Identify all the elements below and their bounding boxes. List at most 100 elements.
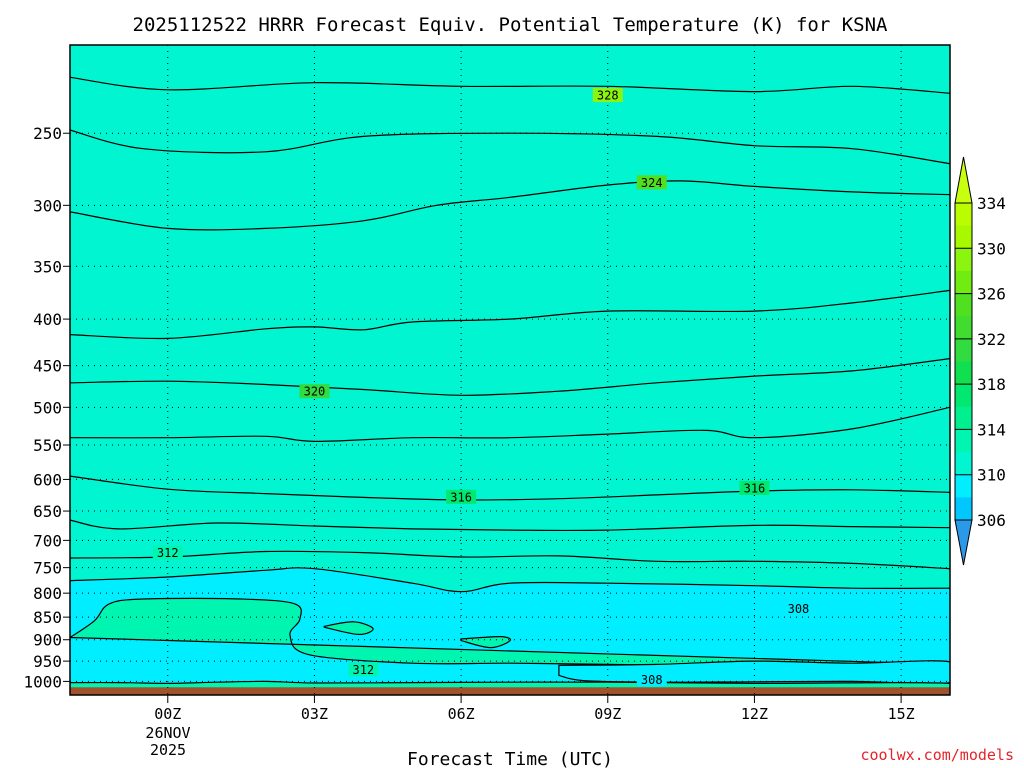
y-tick-label: 650 bbox=[33, 502, 62, 521]
contour-label: 324 bbox=[636, 175, 667, 190]
contour-region-2 bbox=[460, 635, 511, 649]
contour-label-bg bbox=[152, 545, 183, 560]
colorbar-tick-label: 322 bbox=[977, 330, 1006, 349]
x-tick-label: 12Z bbox=[741, 705, 768, 723]
contour-label-text: 308 bbox=[641, 673, 663, 687]
x-tick-label: 06Z bbox=[448, 705, 475, 723]
y-tick-label: 800 bbox=[33, 584, 62, 603]
colorbar-segment bbox=[955, 293, 972, 317]
x-tick-label: 03Z bbox=[301, 705, 328, 723]
contour-label-bg bbox=[592, 88, 623, 103]
colorbar-tick-label: 334 bbox=[977, 194, 1006, 213]
date-label-year: 2025 bbox=[150, 741, 186, 759]
y-tick-label: 850 bbox=[33, 608, 62, 627]
contour-line-324 bbox=[70, 180, 950, 231]
y-tick-label: 300 bbox=[33, 196, 62, 215]
y-tick-label: 750 bbox=[33, 559, 62, 578]
plot-area bbox=[70, 45, 950, 695]
chart-title: 2025112522 HRRR Forecast Equiv. Potentia… bbox=[133, 14, 889, 36]
contour-label: 328 bbox=[592, 88, 623, 103]
contour-label-text: 312 bbox=[157, 546, 179, 560]
colorbar-segment bbox=[955, 497, 972, 521]
y-tick-label: 900 bbox=[33, 631, 62, 650]
contour-line-322 bbox=[70, 289, 950, 340]
y-tick-label: 350 bbox=[33, 257, 62, 276]
x-tick-label: 09Z bbox=[594, 705, 621, 723]
contour-label-text: 316 bbox=[450, 490, 472, 504]
contour-label-bg bbox=[348, 662, 379, 677]
x-axis: 00Z 03Z 06Z 09Z 12Z 15Z bbox=[154, 695, 915, 723]
colorbar-tick-label: 306 bbox=[977, 511, 1006, 530]
colorbar-segment bbox=[955, 452, 972, 476]
contour-label: 316 bbox=[739, 480, 770, 495]
colorbar: 334 330 326 322 318 314 310 306 bbox=[954, 156, 1006, 566]
contour-line-318 bbox=[70, 406, 950, 443]
y-tick-label: 400 bbox=[33, 310, 62, 329]
x-tick-label: 00Z bbox=[154, 705, 181, 723]
x-tick-label: 15Z bbox=[888, 705, 915, 723]
colorbar-segment bbox=[955, 384, 972, 408]
y-axis: 250 300 350 400 450 500 550 600 650 700 750 800 850 9… bbox=[23, 124, 70, 691]
grid-lines bbox=[70, 45, 950, 695]
colorbar-segment bbox=[955, 203, 972, 227]
colorbar-tick-label: 318 bbox=[977, 375, 1006, 394]
contour-label-bg bbox=[739, 480, 770, 495]
colorbar-segment bbox=[955, 270, 972, 295]
y-tick-label: 950 bbox=[33, 652, 62, 671]
contour-line-312 bbox=[70, 550, 950, 570]
colorbar-segment bbox=[955, 361, 972, 385]
colorbar-tick-label: 326 bbox=[977, 285, 1006, 304]
contour-line-326 bbox=[70, 129, 950, 165]
contour-label-bg bbox=[446, 489, 477, 504]
contour-label-text: 316 bbox=[744, 481, 766, 495]
contour-label-text: 328 bbox=[597, 89, 619, 103]
contour-label: 312 bbox=[348, 662, 379, 677]
contour-label-bg bbox=[299, 384, 330, 399]
band-310 bbox=[70, 45, 950, 592]
contour-label-bg bbox=[636, 672, 667, 687]
contour-labels: 328 324 320 316 316 312 308 312 308 bbox=[152, 88, 814, 687]
y-tick-label: 250 bbox=[33, 124, 62, 143]
colorbar-segment bbox=[955, 474, 972, 498]
y-tick-label: 1000 bbox=[23, 672, 62, 691]
contour-line-316 bbox=[70, 475, 950, 501]
colorbar-tick-label: 310 bbox=[977, 466, 1006, 485]
contour-line-328 bbox=[70, 76, 950, 94]
contour-label-text: 312 bbox=[352, 663, 374, 677]
colorbar-segment bbox=[955, 225, 972, 249]
contour-label: 308 bbox=[783, 601, 814, 616]
y-tick-label: 450 bbox=[33, 357, 62, 376]
ground bbox=[70, 687, 950, 695]
contour-label-text: 320 bbox=[304, 385, 326, 399]
y-tick-label: 600 bbox=[33, 470, 62, 489]
y-tick-label: 700 bbox=[33, 531, 62, 550]
contour-label-bg bbox=[636, 175, 667, 190]
contour-line-314 bbox=[70, 519, 950, 532]
colorbar-segment bbox=[955, 406, 972, 430]
colorbar-arrow-bottom bbox=[954, 519, 973, 566]
y-tick-label: 550 bbox=[33, 436, 62, 455]
colorbar-segment bbox=[955, 248, 972, 272]
y-tick-label: 500 bbox=[33, 398, 62, 417]
contour-label: 316 bbox=[446, 489, 477, 504]
contour-label-text: 324 bbox=[641, 176, 663, 190]
contour-line-310 bbox=[70, 567, 950, 593]
colorbar-arrow-top bbox=[954, 156, 973, 204]
colorbar-tick-label: 314 bbox=[977, 420, 1006, 439]
contour-region-1 bbox=[323, 621, 374, 636]
date-label-day: 26NOV bbox=[145, 724, 190, 742]
x-axis-label: Forecast Time (UTC) bbox=[407, 749, 613, 768]
credit-link[interactable]: coolwx.com/models bbox=[860, 746, 1014, 764]
colorbar-segment bbox=[955, 338, 972, 362]
contour-line-320 bbox=[70, 358, 950, 396]
plot-frame bbox=[69, 44, 951, 696]
colorbar-segment bbox=[955, 429, 972, 453]
contour-label-bg bbox=[783, 601, 814, 616]
contour-label: 308 bbox=[636, 672, 667, 687]
contour-label-text: 308 bbox=[788, 602, 810, 616]
colorbar-tick-label: 330 bbox=[977, 239, 1006, 258]
contour-label: 320 bbox=[299, 384, 330, 399]
contour-label: 312 bbox=[152, 545, 183, 560]
colorbar-segment bbox=[955, 316, 972, 340]
